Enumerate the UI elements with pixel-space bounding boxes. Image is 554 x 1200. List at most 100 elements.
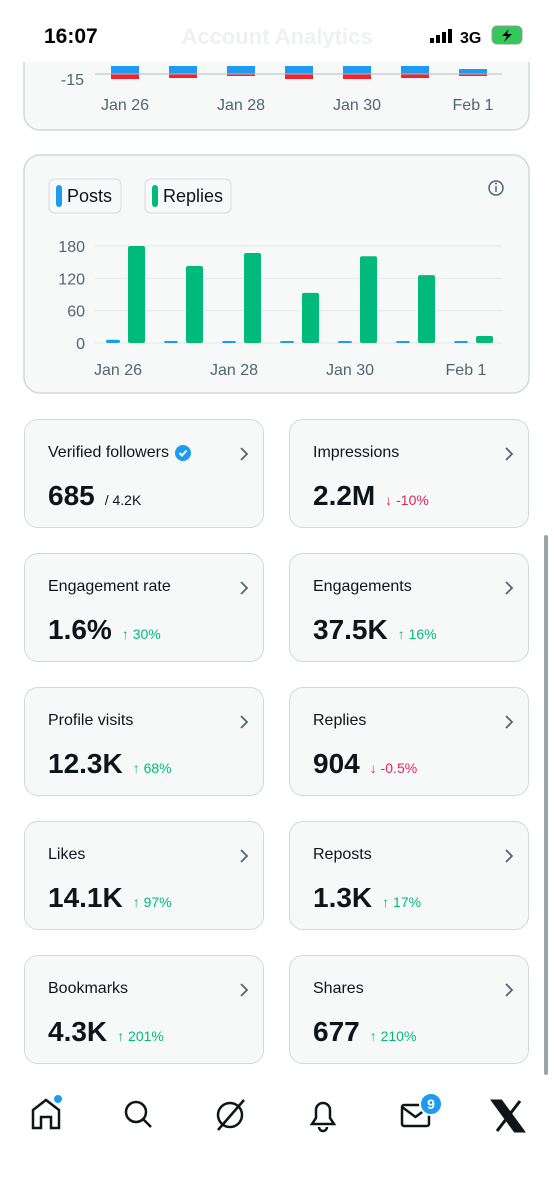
metric-value: 904 — [313, 748, 360, 779]
metric-change-text: -10% — [396, 492, 429, 508]
nav-home[interactable] — [31, 1098, 61, 1130]
bar — [360, 256, 377, 343]
metric-label-text: Profile visits — [48, 712, 134, 729]
bar — [338, 341, 352, 343]
legend-label: Posts — [67, 186, 112, 206]
bar — [476, 335, 493, 343]
metric-label: Engagement rate — [48, 578, 171, 596]
bar — [244, 253, 261, 343]
metric-label: Shares — [313, 980, 364, 998]
metric-change-text: 68% — [143, 760, 172, 776]
chevron — [505, 849, 514, 863]
bar — [302, 292, 319, 343]
metric-tile[interactable]: Replies 904 ↓ -0.5% — [289, 687, 529, 796]
metric-value-row: 14.1K ↑ 97% — [48, 882, 172, 914]
network: 3G — [460, 30, 481, 47]
header-title: Account Analytics — [181, 24, 372, 49]
metric-value-row: 37.5K ↑ 16% — [313, 614, 437, 646]
bar — [164, 341, 178, 343]
trend-arrow: ↑ — [132, 760, 144, 776]
x-tick-label: Jan 28 — [210, 362, 258, 379]
nav-notifications[interactable] — [309, 1101, 337, 1133]
metric-label-text: Engagements — [313, 578, 412, 595]
x-tick-label: Jan 26 — [94, 362, 142, 379]
x-tick-label: Jan 30 — [333, 97, 381, 114]
legend-swatch — [56, 185, 62, 207]
legend-swatch — [152, 185, 158, 207]
nav-grok[interactable] — [216, 1101, 244, 1129]
scrollbar — [544, 535, 548, 1075]
nav-search[interactable] — [124, 1100, 148, 1124]
metric-change: ↑ 97% — [133, 894, 172, 910]
metric-tile[interactable]: Reposts 1.3K ↑ 17% — [289, 821, 529, 930]
metric-total: / 4.2K — [104, 492, 142, 508]
metric-label: Replies — [313, 712, 366, 730]
chevron — [505, 983, 514, 997]
status-bar-bg — [0, 0, 554, 62]
metric-label: Bookmarks — [48, 980, 128, 998]
metric-label: Likes — [48, 846, 85, 864]
metric-value-row: 4.3K ↑ 201% — [48, 1016, 164, 1048]
y-tick-label: -15 — [61, 72, 84, 89]
metric-change: ↑ 17% — [382, 894, 421, 910]
chevron — [240, 715, 249, 729]
metric-value: 4.3K — [48, 1016, 108, 1047]
metric-label-text: Bookmarks — [48, 980, 129, 997]
trend-arrow: ↓ — [369, 760, 381, 776]
metric-value: 685 — [48, 480, 95, 511]
metric-tile[interactable]: Likes 14.1K ↑ 97% — [24, 821, 264, 930]
metric-label-text: Engagement rate — [48, 578, 171, 595]
metric-value-row: 1.3K ↑ 17% — [313, 882, 421, 914]
partial-bars — [111, 66, 487, 79]
metric-value-row: 677 ↑ 210% — [313, 1016, 416, 1048]
trend-arrow: ↑ — [117, 1028, 129, 1044]
metric-tile[interactable]: Verified followers 685 / 4.2K — [24, 419, 264, 528]
metric-change-text: 97% — [143, 894, 172, 910]
x-tick-label: Feb 1 — [446, 362, 487, 379]
metric-change: ↑ 68% — [133, 760, 172, 776]
metric-label: Impressions — [313, 444, 399, 462]
metric-tile[interactable]: Shares 677 ↑ 210% — [289, 955, 529, 1064]
badge-count: 9 — [427, 1096, 435, 1112]
metric-label: Profile visits — [48, 712, 133, 730]
signal — [430, 29, 452, 43]
x-tick-label: Jan 30 — [326, 362, 374, 379]
chevron — [240, 447, 249, 461]
metric-tile[interactable]: Bookmarks 4.3K ↑ 201% — [24, 955, 264, 1064]
metric-tile[interactable]: Engagements 37.5K ↑ 16% — [289, 553, 529, 662]
metric-value-row: 1.6% ↑ 30% — [48, 614, 161, 646]
trend-arrow: ↓ — [385, 492, 397, 508]
chevron — [505, 581, 514, 595]
badge — [419, 1092, 443, 1116]
metric-label-text: Verified followers — [48, 444, 169, 461]
metric-tile[interactable]: Profile visits 12.3K ↑ 68% — [24, 687, 264, 796]
metric-label-text: Replies — [313, 712, 367, 729]
trend-arrow: ↑ — [121, 626, 133, 642]
metric-value: 1.3K — [313, 882, 373, 913]
metric-value: 14.1K — [48, 882, 123, 913]
bar — [222, 341, 236, 343]
metric-tile[interactable]: Impressions 2.2M ↓ -10% — [289, 419, 529, 528]
metric-label: Reposts — [313, 846, 372, 864]
trend-arrow: ↑ — [397, 626, 409, 642]
metric-value: 37.5K — [313, 614, 388, 645]
legend-box — [144, 178, 232, 214]
x-tick-label: Feb 1 — [453, 97, 494, 114]
metric-label: Verified followers — [48, 444, 191, 462]
chevron — [240, 849, 249, 863]
metric-tile[interactable]: Engagement rate 1.6% ↑ 30% — [24, 553, 264, 662]
status-time: 16:07 — [44, 25, 98, 48]
nav-x[interactable] — [490, 1099, 526, 1133]
metric-label-text: Likes — [48, 846, 86, 863]
metric-change-text: 30% — [132, 626, 161, 642]
nav-bar — [0, 1078, 554, 1200]
info-icon[interactable] — [488, 180, 504, 196]
metric-value-row: 904 ↓ -0.5% — [313, 748, 417, 780]
metric-value: 1.6% — [48, 614, 112, 645]
chevron — [240, 581, 249, 595]
metric-change-text: -0.5% — [380, 760, 418, 776]
metric-change: ↑ 201% — [117, 1028, 164, 1044]
bar — [396, 341, 410, 343]
chevron — [240, 983, 249, 997]
